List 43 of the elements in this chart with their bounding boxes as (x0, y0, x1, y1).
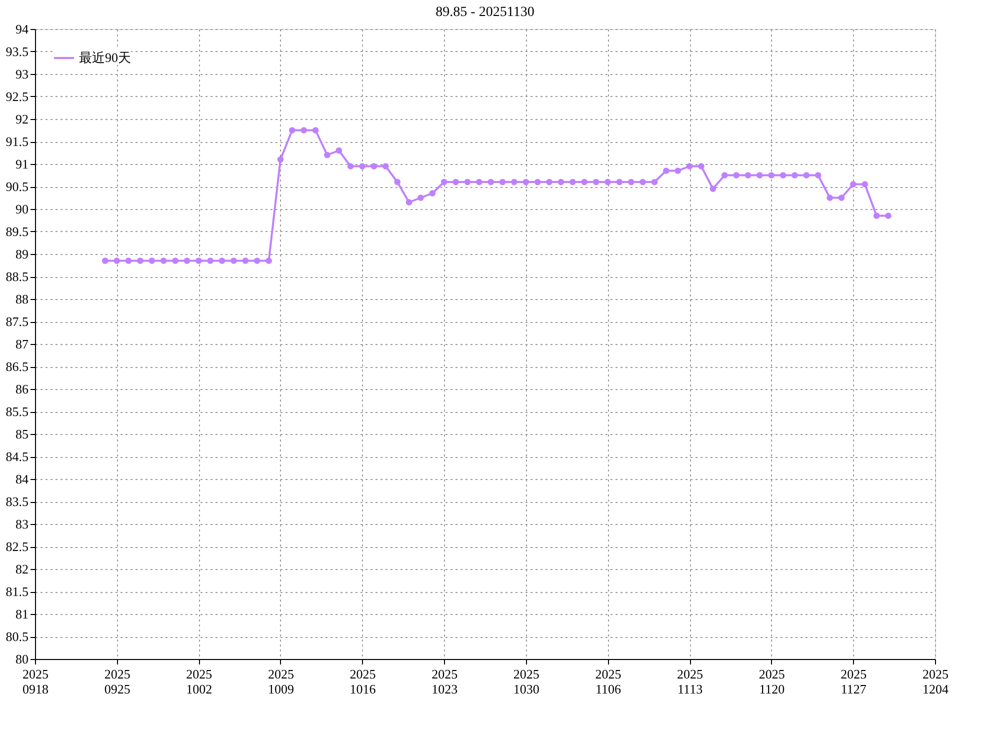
x-tick-label: 2025 1127 (840, 666, 867, 696)
y-tick-label: 83.5 (6, 494, 28, 509)
y-tick-label: 87.5 (6, 314, 28, 329)
x-tick-label: 2025 1023 (432, 666, 458, 696)
x-tick-label: 2025 1106 (595, 666, 622, 696)
y-tick-label: 92.5 (6, 89, 28, 104)
x-tick-label: 2025 1204 (922, 666, 949, 696)
y-tick-label: 93.5 (6, 44, 28, 59)
y-tick-label: 84.5 (6, 449, 28, 464)
y-tick-label: 89.5 (6, 224, 28, 239)
legend-label: 最近90天 (79, 50, 131, 65)
y-tick-label: 85.5 (6, 404, 28, 419)
y-tick-label: 88 (16, 292, 28, 306)
y-tick-label: 87 (16, 336, 29, 352)
chart-title: 89.85 - 20251130 (436, 5, 534, 20)
x-tick-label: 2025 1120 (758, 666, 785, 696)
x-tick-label: 2025 1016 (350, 666, 376, 696)
y-tick-label: 83 (16, 516, 28, 532)
y-tick-label: 85 (16, 426, 28, 442)
x-tick-label: 2025 1030 (513, 666, 540, 696)
y-tick-label: 93 (16, 66, 28, 82)
x-tick-label: 2025 1002 (186, 666, 212, 696)
x-tick-label: 2025 0925 (104, 666, 130, 696)
y-tick-label: 84 (16, 472, 29, 486)
y-tick-label: 90.5 (6, 179, 28, 194)
y-tick-label: 91 (16, 156, 28, 172)
y-tick-label: 80 (16, 652, 28, 666)
y-tick-label: 86.5 (6, 359, 28, 374)
y-tick-label: 90 (16, 202, 28, 216)
y-tick-label: 94 (16, 22, 29, 36)
y-tick-label: 89 (16, 246, 28, 262)
y-tick-label: 91.5 (6, 134, 28, 149)
y-tick-label: 92 (16, 112, 28, 126)
y-tick-label: 88.5 (6, 269, 28, 284)
y-tick-label: 81.5 (6, 584, 28, 599)
y-tick-label: 81 (16, 606, 28, 622)
y-tick-label: 86 (16, 382, 29, 396)
x-tick-label: 2025 0918 (22, 666, 48, 696)
x-tick-label: 2025 1113 (677, 666, 704, 696)
y-tick-label: 80.5 (6, 629, 28, 644)
y-tick-label: 82.5 (6, 539, 28, 554)
y-tick-label: 82 (16, 562, 28, 576)
x-tick-label: 2025 1009 (268, 666, 294, 696)
